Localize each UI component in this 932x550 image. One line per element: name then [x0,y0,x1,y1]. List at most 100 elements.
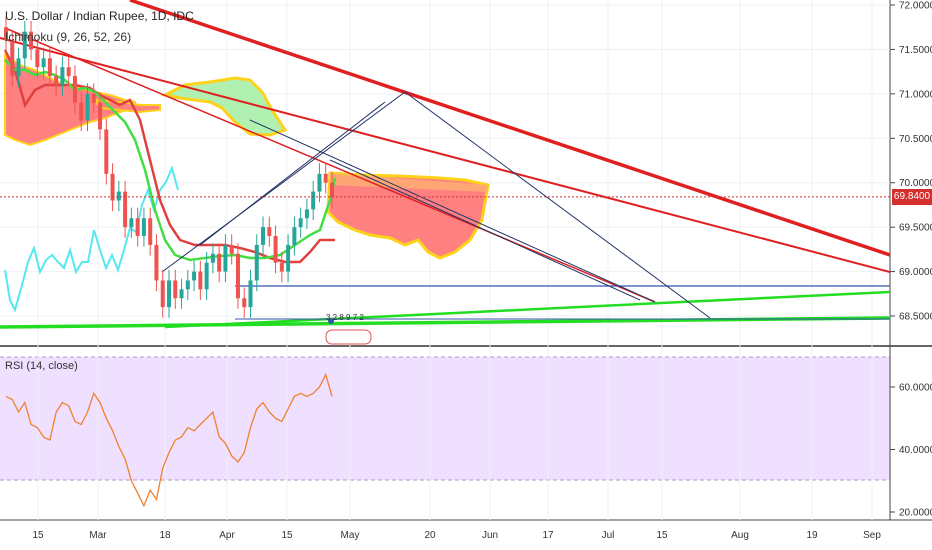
trendline-red-lower [4,27,656,303]
events-badge-bg [325,329,372,345]
candle-body-35 [223,244,228,272]
time-label-2: 18 [159,530,171,541]
time-label-12: 19 [806,530,818,541]
candle-body-3 [22,31,27,59]
price-label-0: 72.0000 [899,1,932,12]
price-label-1: 71.5000 [899,45,932,56]
candle-body-16 [104,129,109,174]
candle-body-6 [41,58,46,68]
candle-body-11 [72,76,77,103]
candle-body-23 [148,218,153,245]
candle-body-51 [323,173,328,183]
candle-body-10 [66,67,71,77]
candle-body-32 [204,262,209,290]
candle-body-5 [35,49,40,68]
price-axis-labels: 72.0000 71.5000 71.0000 70.5000 70.0000 69.50… [890,1,932,323]
time-label-7: Jun [482,530,498,541]
candle-body-9 [60,67,65,85]
price-label-3: 70.5000 [899,134,932,145]
candle-body-41 [261,227,266,245]
candle-body-12 [79,102,84,121]
candle-body-0 [4,27,8,41]
price-label-5: 69.5000 [899,223,932,234]
candle-body-44 [279,262,284,272]
trendline-red-upper [0,37,891,273]
candle-body-13 [85,93,90,121]
candle-body-45 [286,244,291,272]
time-label-13: Sep [863,530,881,541]
candle-body-15 [98,102,103,130]
rsi-line [5,372,333,508]
candle-body-19 [123,191,128,228]
rsi-legend[interactable]: RSI (14, close) [5,360,78,372]
candle-body-17 [110,173,115,201]
time-label-10: 15 [656,530,668,541]
current-price-badge: 69.8400 [892,189,932,205]
candle-body-52 [330,182,334,197]
candle-body-50 [317,173,322,192]
time-label-1: Mar [89,530,107,541]
flag-icon[interactable] [328,318,334,324]
candle-body-46 [292,227,297,245]
rsi-label-2: 20.0000 [899,508,932,519]
price-label-2: 71.0000 [899,89,932,100]
pitchfork-inner-right [249,119,656,303]
candle-body-42 [267,227,272,237]
symbol-title: U.S. Dollar / Indian Rupee, 1D, IDC [5,9,194,23]
candle-body-37 [235,253,240,299]
candle-body-38 [242,298,247,308]
candle-body-26 [167,280,171,308]
candle-body-30 [192,271,197,281]
pitchfork-inner-left [199,101,386,246]
time-axis-labels: 15 Mar 18 Apr 15 May 20 Jun 17 Jul 15 Aug 19 Sep [32,530,881,541]
tenkan-sen [4,59,337,262]
candle-body-14 [91,93,96,103]
lagging-span [4,164,179,313]
time-label-4: 15 [281,530,293,541]
rsi-label-1: 40.0000 [899,445,932,456]
candle-body-39 [248,280,253,308]
ichimoku-legend[interactable]: Ichimoku (9, 26, 52, 26) [5,30,132,44]
candle-body-43 [273,236,278,263]
candle-body-33 [210,253,215,263]
candle-body-18 [116,191,121,201]
rsi-band-fill [0,357,890,480]
candle-body-8 [54,76,59,85]
candle-body-20 [129,218,134,228]
price-label-4: 70.0000 [899,178,932,189]
candle-body-22 [141,218,146,237]
candle-body-34 [217,253,222,272]
candle-body-25 [160,280,165,308]
pitchfork-right [404,91,711,319]
candle-body-40 [254,244,259,281]
price-label-7: 68.5000 [899,312,932,323]
candles [4,16,334,318]
time-label-3: Apr [219,530,235,541]
candle-body-49 [311,191,316,210]
candle-body-47 [298,218,303,228]
trendline-red-thick-upper [129,0,891,257]
price-label-6: 69.0000 [899,267,932,278]
candle-body-21 [135,218,140,237]
rsi-label-0: 60.0000 [899,383,932,394]
candle-body-48 [304,209,309,219]
trendline-green-upper [164,290,891,329]
time-label-8: 17 [542,530,554,541]
ichimoku-cloud-red-right [326,171,490,260]
candle-body-36 [229,244,234,254]
events-badge-label[interactable]: 3 2 8 9 7 2 [326,313,364,322]
candle-body-31 [198,271,203,290]
price-panel-bg [0,0,890,345]
time-label-5: May [341,530,360,541]
time-label-0: 15 [32,530,44,541]
candle-body-1 [10,40,15,77]
candle-body-7 [47,58,52,77]
pitchfork-mid [329,159,641,301]
rsi-axis-labels: 60.0000 40.0000 20.0000 [890,383,932,519]
candle-body-28 [179,289,184,299]
candle-body-2 [16,58,21,77]
pitchfork-left [161,91,406,273]
candle-body-29 [185,280,190,290]
candle-body-4 [29,31,34,50]
